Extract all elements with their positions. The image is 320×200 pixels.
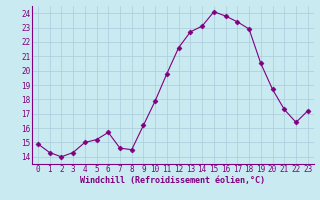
X-axis label: Windchill (Refroidissement éolien,°C): Windchill (Refroidissement éolien,°C) xyxy=(80,176,265,185)
